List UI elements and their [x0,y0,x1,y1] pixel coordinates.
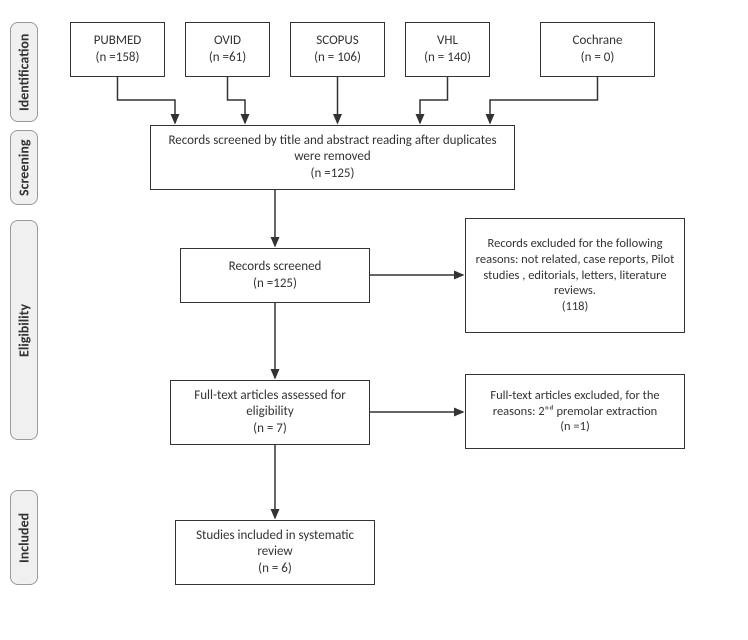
step-screened-title: Records screened by title and abstract r… [150,125,515,190]
step-text: Records excluded for the following reaso… [470,236,680,299]
stage-label-text: Identification [16,33,33,110]
source-vhl: VHL (n = 140) [405,22,490,77]
step-n: (n =1) [560,419,590,435]
stage-identification: Identification [10,22,38,122]
step-n: (118) [562,299,589,315]
source-name: Cochrane [573,33,623,49]
source-n: (n = 140) [424,50,471,66]
source-name: SCOPUS [316,33,358,49]
step-text: Full-text articles assessed for eligibil… [175,388,365,421]
source-pubmed: PUBMED (n =158) [70,22,165,77]
source-ovid: OVID (n =61) [185,22,270,77]
step-text: Records screened by title and abstract r… [155,133,510,166]
stage-label-text: Screening [16,139,33,196]
step-n: (n =125) [253,276,297,292]
step-text: Studies included in systematic review [180,528,370,561]
step-included: Studies included in systematic review (n… [175,520,375,585]
source-n: (n = 0) [581,50,615,66]
stage-included: Included [10,490,38,585]
source-n: (n = 106) [314,50,361,66]
step-excluded2: Full-text articles excluded, for the rea… [465,374,685,449]
step-screened: Records screened (n =125) [180,248,370,303]
step-fulltext: Full-text articles assessed for eligibil… [170,380,370,445]
stage-label-text: Eligibility [16,303,33,356]
step-text: Records screened [229,259,322,275]
step-n: (n = 7) [253,421,287,437]
step-n: (n = 6) [258,561,292,577]
source-n: (n =61) [209,50,246,66]
source-cochrane: Cochrane (n = 0) [540,22,655,77]
source-n: (n =158) [96,50,140,66]
step-text: Full-text articles excluded, for the rea… [470,388,680,419]
source-scopus: SCOPUS (n = 106) [290,22,385,77]
stage-label-text: Included [16,512,33,562]
step-excluded1: Records excluded for the following reaso… [465,218,685,333]
stage-screening: Screening [10,130,38,205]
step-n: (n =125) [311,166,355,182]
source-name: PUBMED [94,33,142,49]
source-name: OVID [214,33,241,49]
stage-eligibility: Eligibility [10,220,38,440]
source-name: VHL [437,33,458,49]
